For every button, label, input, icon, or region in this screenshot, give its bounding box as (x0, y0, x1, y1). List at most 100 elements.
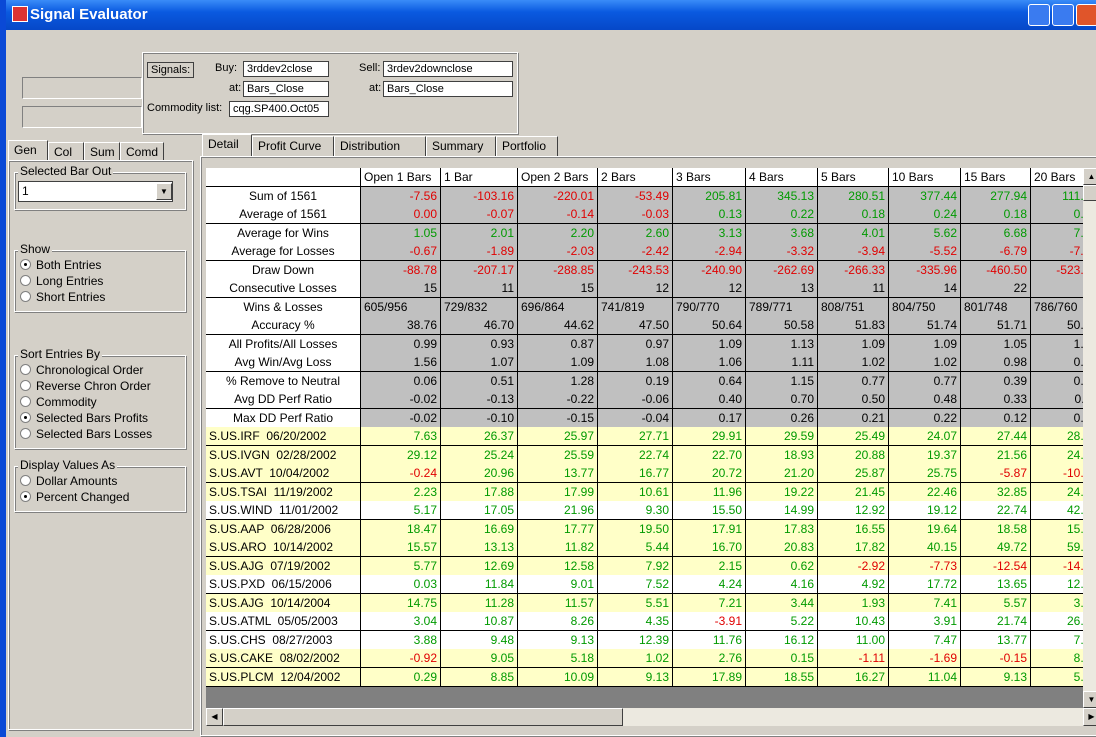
scroll-thumb[interactable] (1083, 185, 1096, 201)
row-header[interactable]: All Profits/All Losses (206, 334, 361, 354)
tab[interactable]: Portfolio (496, 136, 558, 156)
column-header[interactable]: 10 Bars (889, 168, 961, 187)
status-box (22, 106, 142, 128)
row-header[interactable]: S.US.ATML 05/05/2003 (206, 612, 361, 631)
row-header[interactable]: S.US.CAKE 08/02/2002 (206, 649, 361, 668)
row-header[interactable]: S.US.WIND 11/01/2002 (206, 501, 361, 520)
tab[interactable]: Profit Curve (252, 136, 334, 156)
h-scrollbar[interactable]: ◀ ▶ (206, 708, 1096, 726)
field[interactable]: Bars_Close (383, 81, 513, 97)
maximize-button[interactable] (1052, 4, 1074, 26)
scroll-up[interactable]: ▲ (1083, 168, 1096, 185)
radio-label[interactable]: Selected Bars Losses (36, 427, 153, 441)
cell: 7.41 (889, 593, 961, 613)
minimize-button[interactable] (1028, 4, 1050, 26)
row-header[interactable]: Avg Win/Avg Loss (206, 353, 361, 372)
column-header[interactable]: 3 Bars (673, 168, 746, 187)
radio-button[interactable] (20, 396, 31, 407)
radio-label[interactable]: Selected Bars Profits (36, 411, 149, 425)
cell: 10.43 (818, 612, 889, 631)
field[interactable]: cqg.SP400.Oct05 (229, 101, 329, 117)
radio-label[interactable]: Dollar Amounts (36, 474, 118, 488)
dropdown-arrow[interactable]: ▼ (156, 183, 172, 200)
row-header[interactable]: Consecutive Losses (206, 279, 361, 298)
row-header[interactable]: S.US.ARO 10/14/2002 (206, 538, 361, 557)
cell: 17.83 (746, 519, 818, 539)
cell: 25.97 (518, 427, 598, 446)
tab[interactable]: Detail (202, 134, 252, 157)
field[interactable]: 3rdev2downclose (383, 61, 513, 77)
dropdown[interactable]: 1 (18, 181, 173, 202)
column-header[interactable]: 2 Bars (598, 168, 673, 187)
row-header[interactable]: Average of 1561 (206, 205, 361, 224)
cell: 21.45 (818, 482, 889, 502)
column-header[interactable]: 4 Bars (746, 168, 818, 187)
column-header[interactable]: 5 Bars (818, 168, 889, 187)
row-header[interactable]: S.US.AAP 06/28/2006 (206, 519, 361, 539)
radio-button[interactable] (20, 291, 31, 302)
row-header[interactable]: Average for Losses (206, 242, 361, 261)
radio-label[interactable]: Chronological Order (36, 363, 144, 377)
row-header[interactable]: Average for Wins (206, 223, 361, 243)
radio-label[interactable]: Commodity (36, 395, 97, 409)
row-header[interactable]: Sum of 1561 (206, 186, 361, 206)
radio-button[interactable] (20, 364, 31, 375)
row-header[interactable]: S.US.CHS 08/27/2003 (206, 630, 361, 650)
column-header[interactable]: 15 Bars (961, 168, 1031, 187)
column-header[interactable]: 20 Bars (1031, 168, 1096, 187)
radio-label[interactable]: Reverse Chron Order (36, 379, 151, 393)
row-header[interactable]: S.US.AJG 07/19/2002 (206, 556, 361, 576)
scroll-left[interactable]: ◀ (206, 708, 223, 726)
radio-label[interactable]: Both Entries (36, 258, 102, 272)
radio-label[interactable]: Long Entries (36, 274, 104, 288)
row-header[interactable]: Accuracy % (206, 316, 361, 335)
cell: -0.14 (518, 205, 598, 224)
row-header[interactable]: Draw Down (206, 260, 361, 280)
tab[interactable]: Sum (84, 142, 120, 161)
scroll-right[interactable]: ▶ (1083, 708, 1096, 726)
row-header[interactable]: S.US.TSAI 11/19/2002 (206, 482, 361, 502)
row-header[interactable]: Max DD Perf Ratio (206, 408, 361, 428)
cell: 11.82 (518, 538, 598, 557)
group-label: Show (18, 242, 53, 256)
v-scrollbar[interactable]: ▲ ▼ (1083, 168, 1096, 708)
row-header[interactable]: Wins & Losses (206, 297, 361, 317)
cell: 11.96 (673, 482, 746, 502)
tab[interactable]: Col (48, 142, 84, 161)
radio-button[interactable] (20, 428, 31, 439)
row-header[interactable]: % Remove to Neutral (206, 371, 361, 391)
row-header[interactable]: S.US.PLCM 12/04/2002 (206, 667, 361, 687)
cell: 12 (673, 279, 746, 298)
column-header[interactable]: 1 Bar (441, 168, 518, 187)
row-header[interactable]: S.US.IRF 06/20/2002 (206, 427, 361, 446)
tab[interactable]: Gen (8, 140, 48, 161)
radio-button[interactable] (20, 475, 31, 486)
field[interactable]: 3rddev2close (243, 61, 329, 77)
row-header[interactable]: S.US.IVGN 02/28/2002 (206, 445, 361, 465)
radio-label[interactable]: Short Entries (36, 290, 106, 304)
tab[interactable]: Comd (120, 142, 164, 161)
cell: 1.93 (818, 593, 889, 613)
cell: -3.91 (673, 612, 746, 631)
column-header[interactable]: Open 2 Bars (518, 168, 598, 187)
cell: -0.13 (441, 390, 518, 409)
row-header[interactable]: Avg DD Perf Ratio (206, 390, 361, 409)
close-button[interactable] (1076, 4, 1096, 26)
row-header[interactable]: S.US.AVT 10/04/2002 (206, 464, 361, 483)
column-header[interactable]: Open 1 Bars (361, 168, 441, 187)
radio-button[interactable] (20, 491, 31, 502)
scroll-down[interactable]: ▼ (1083, 691, 1096, 708)
cell: 16.27 (818, 667, 889, 687)
radio-button[interactable] (20, 412, 31, 423)
radio-button[interactable] (20, 275, 31, 286)
scroll-thumb[interactable] (223, 708, 623, 726)
field[interactable]: Bars_Close (243, 81, 329, 97)
tab[interactable]: Distribution (334, 136, 426, 156)
radio-button[interactable] (20, 259, 31, 270)
row-header[interactable]: S.US.AJG 10/14/2004 (206, 593, 361, 613)
tab[interactable]: Summary (426, 136, 496, 156)
radio-button[interactable] (20, 380, 31, 391)
row-header[interactable]: S.US.PXD 06/15/2006 (206, 575, 361, 594)
radio-label[interactable]: Percent Changed (36, 490, 130, 504)
